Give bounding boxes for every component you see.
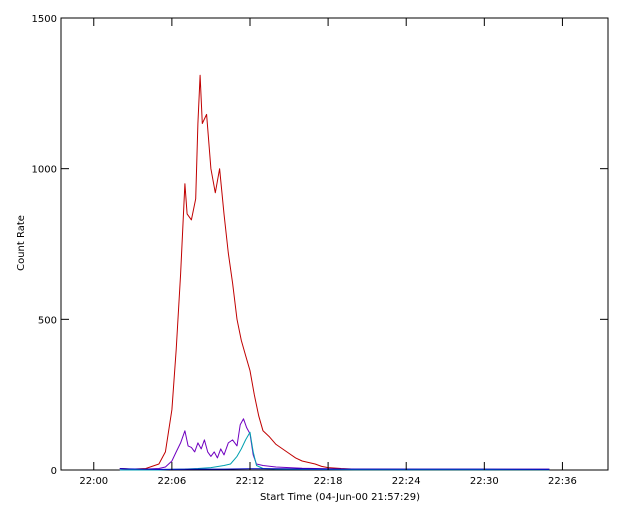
series-line-1	[119, 74, 550, 470]
series-line-2	[119, 418, 550, 470]
y-tick-label: 1500	[32, 14, 57, 25]
x-tick-label: 22:12	[236, 476, 265, 487]
plot-frame	[60, 17, 609, 471]
series-line-3	[119, 431, 550, 471]
x-tick-label: 22:06	[157, 476, 186, 487]
x-tick-label: 22:00	[79, 476, 108, 487]
y-axis-title: Count Rate	[16, 215, 27, 271]
plot-border	[60, 17, 609, 471]
y-tick-label: 0	[51, 466, 57, 477]
x-axis-title: Start Time (04-Jun-00 21:57:29)	[260, 492, 420, 503]
x-axis: 22:00 22:06 22:12 22:18 22:24 22:30 22:36	[79, 18, 577, 487]
series-layer	[119, 74, 550, 471]
x-tick-label: 22:24	[392, 476, 421, 487]
y-tick-label: 1000	[32, 165, 57, 176]
y-tick-label: 500	[38, 315, 57, 326]
x-tick-label: 22:18	[314, 476, 343, 487]
x-tick-label: 22:36	[548, 476, 577, 487]
x-tick-label: 22:30	[470, 476, 499, 487]
series-line-4	[119, 468, 550, 470]
y-axis: 0 500 1000 1500	[32, 14, 608, 477]
